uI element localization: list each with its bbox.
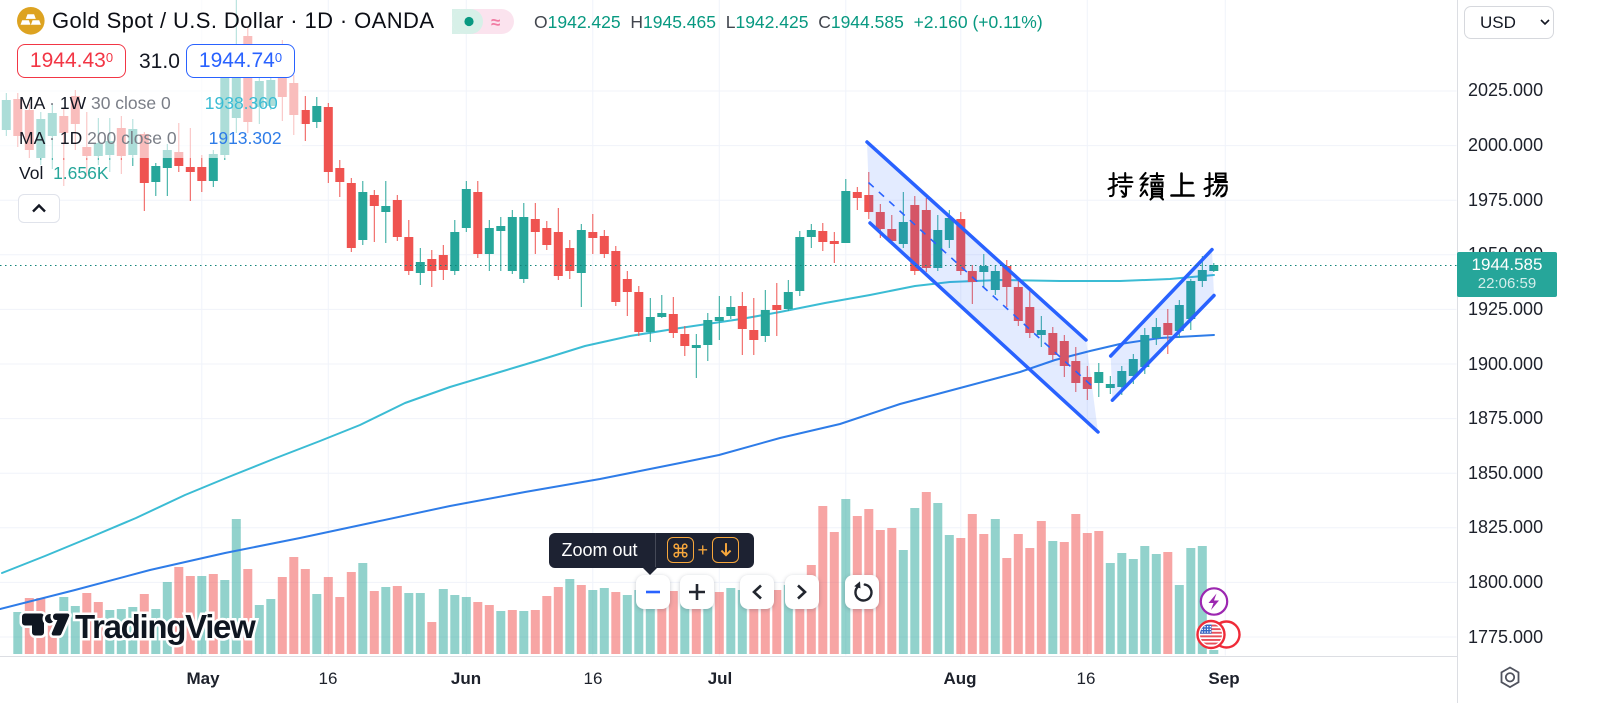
svg-text:TradingView: TradingView — [75, 608, 256, 645]
svg-text:≈: ≈ — [491, 13, 500, 32]
